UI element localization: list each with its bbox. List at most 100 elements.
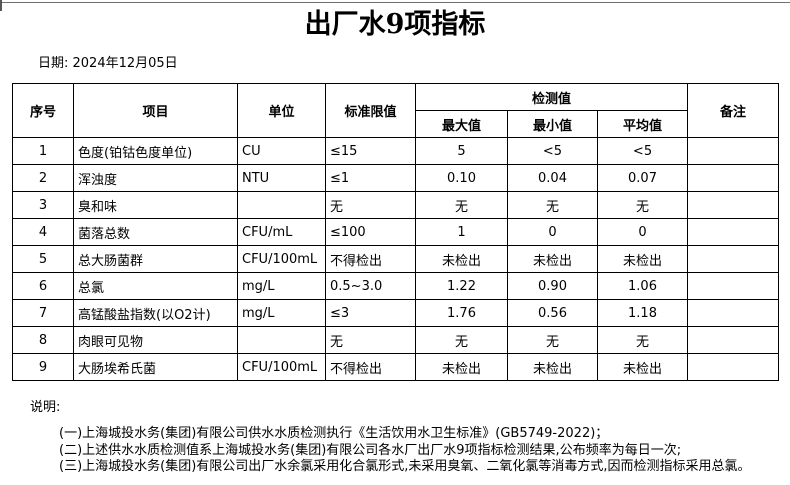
- table-row: 8 肉眼可见物 无 无 无 无: [12, 326, 780, 354]
- row-item: 菌落总数: [73, 218, 238, 246]
- row-no: 4: [12, 218, 74, 246]
- table-row: 6 总氯 mg/L 0.5~3.0 1.22 0.90 1.06: [12, 272, 780, 300]
- row-no: 1: [12, 137, 74, 165]
- row-limit: ≤100: [325, 218, 416, 246]
- row-remark: [687, 272, 780, 300]
- row-remark: [687, 326, 780, 354]
- row-no: 6: [12, 272, 74, 300]
- row-avg: 1.06: [596, 272, 689, 300]
- row-unit: CU: [237, 137, 326, 165]
- row-remark: [687, 218, 780, 246]
- row-limit: 0.5~3.0: [325, 272, 416, 300]
- table-row: 9 大肠埃希氏菌 CFU/100mL 不得检出 未检出 未检出 未检出: [12, 353, 780, 381]
- row-item: 浑浊度: [73, 164, 238, 192]
- notes-heading: 说明:: [30, 400, 61, 415]
- row-max: 1.22: [415, 272, 508, 300]
- page-title: 出厂水9项指标: [304, 9, 486, 40]
- row-item: 高锰酸盐指数(以O2计): [73, 299, 238, 327]
- row-no: 7: [12, 299, 74, 327]
- row-min: 未检出: [507, 245, 598, 273]
- row-unit: mg/L: [237, 299, 326, 327]
- note-item-1: (一)上海城投水务(集团)有限公司供水水质检测执行《生活饮用水卫生标准》(GB5…: [59, 426, 609, 441]
- note-item-3: (三)上海城投水务(集团)有限公司出厂水余氯采用化合氯形式,未采用臭氧、二氧化氯…: [59, 459, 751, 474]
- row-item: 大肠埃希氏菌: [73, 353, 238, 381]
- row-limit: ≤3: [325, 299, 416, 327]
- row-min: 0: [507, 218, 598, 246]
- header-max: 最大值: [415, 110, 508, 138]
- row-avg: 未检出: [596, 245, 689, 273]
- row-no: 9: [12, 353, 74, 381]
- row-max: 0.10: [415, 164, 508, 192]
- row-no: 3: [12, 191, 74, 219]
- row-remark: [687, 191, 780, 219]
- row-limit: 不得检出: [325, 245, 416, 273]
- row-avg: 1.18: [596, 299, 689, 327]
- row-remark: [687, 164, 780, 192]
- row-avg: 未检出: [596, 353, 689, 381]
- row-max: 无: [415, 326, 508, 354]
- row-unit: [237, 191, 326, 219]
- row-avg: 无: [596, 326, 689, 354]
- table-row: 1 色度(铂钴色度单位) CU ≤15 5 <5 <5: [12, 137, 780, 165]
- row-max: 1: [415, 218, 508, 246]
- row-min: 无: [507, 191, 598, 219]
- header-limit: 标准限值: [325, 83, 416, 138]
- row-max: 未检出: [415, 353, 508, 381]
- row-min: 0.04: [507, 164, 598, 192]
- header-item: 项目: [73, 83, 238, 138]
- row-avg: 0: [596, 218, 689, 246]
- row-limit: 不得检出: [325, 353, 416, 381]
- row-unit: CFU/mL: [237, 218, 326, 246]
- row-limit: ≤1: [325, 164, 416, 192]
- row-max: 5: [415, 137, 508, 165]
- row-avg: <5: [596, 137, 689, 165]
- row-no: 2: [12, 164, 74, 192]
- row-limit: 无: [325, 326, 416, 354]
- row-max: 1.76: [415, 299, 508, 327]
- row-unit: CFU/100mL: [237, 353, 326, 381]
- row-item: 总氯: [73, 272, 238, 300]
- row-item: 总大肠菌群: [73, 245, 238, 273]
- report-date: 日期: 2024年12月05日: [38, 56, 178, 71]
- row-min: <5: [507, 137, 598, 165]
- row-avg: 0.07: [596, 164, 689, 192]
- top-rule-divider: [0, 2, 790, 3]
- row-min: 未检出: [507, 353, 598, 381]
- row-no: 8: [12, 326, 74, 354]
- notes-list: (一)上海城投水务(集团)有限公司供水水质检测执行《生活饮用水卫生标准》(GB5…: [59, 426, 751, 476]
- header-detect: 检测值: [414, 83, 689, 111]
- row-avg: 无: [596, 191, 689, 219]
- row-remark: [687, 353, 780, 381]
- row-limit: ≤15: [325, 137, 416, 165]
- row-min: 0.90: [507, 272, 598, 300]
- header-min: 最小值: [507, 110, 598, 138]
- row-item: 色度(铂钴色度单位): [73, 137, 238, 165]
- table-row: 3 臭和味 无 无 无 无: [12, 191, 780, 219]
- table-row: 4 菌落总数 CFU/mL ≤100 1 0 0: [12, 218, 780, 246]
- indicators-table: 序号 项目 单位 标准限值 检测值 备注 最大值 最小值 平均值 1 色度(铂钴…: [12, 83, 780, 381]
- header-index: 序号: [12, 83, 74, 138]
- header-unit: 单位: [237, 83, 326, 138]
- table-row: 5 总大肠菌群 CFU/100mL 不得检出 未检出 未检出 未检出: [12, 245, 780, 273]
- row-remark: [687, 137, 780, 165]
- row-max: 未检出: [415, 245, 508, 273]
- header-avg: 平均值: [596, 110, 689, 138]
- row-unit: CFU/100mL: [237, 245, 326, 273]
- row-unit: NTU: [237, 164, 326, 192]
- row-unit: mg/L: [237, 272, 326, 300]
- row-limit: 无: [325, 191, 416, 219]
- header-remark: 备注: [687, 83, 780, 138]
- note-item-2: (二)上述供水水质检测值系上海城投水务(集团)有限公司各水厂出厂水9项指标检测结…: [59, 442, 682, 458]
- row-unit: [237, 326, 326, 354]
- row-max: 无: [415, 191, 508, 219]
- row-item: 臭和味: [73, 191, 238, 219]
- row-min: 无: [507, 326, 598, 354]
- table-row: 7 高锰酸盐指数(以O2计) mg/L ≤3 1.76 0.56 1.18: [12, 299, 780, 327]
- left-edge-tick: [0, 0, 2, 11]
- table-header: 序号 项目 单位 标准限值 检测值 备注 最大值 最小值 平均值: [12, 83, 780, 138]
- row-no: 5: [12, 245, 74, 273]
- row-item: 肉眼可见物: [73, 326, 238, 354]
- table-row: 2 浑浊度 NTU ≤1 0.10 0.04 0.07: [12, 164, 780, 192]
- row-remark: [687, 245, 780, 273]
